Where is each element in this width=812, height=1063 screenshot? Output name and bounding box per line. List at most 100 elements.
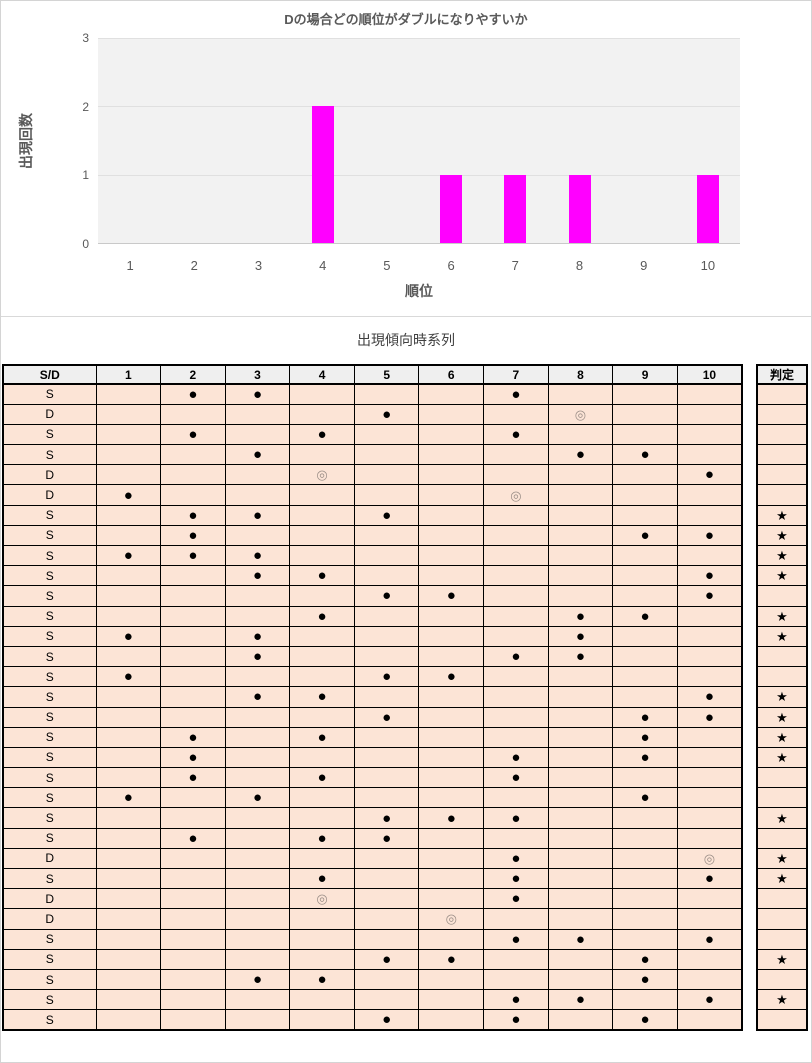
sd-cell[interactable]: S	[2, 423, 97, 446]
empty-cell[interactable]	[353, 605, 420, 627]
judge-empty-cell[interactable]	[756, 484, 808, 506]
empty-cell[interactable]	[547, 908, 614, 930]
dot-mark-cell[interactable]: ●	[418, 585, 485, 607]
empty-cell[interactable]	[160, 948, 226, 970]
sd-cell[interactable]: S	[2, 767, 97, 789]
empty-cell[interactable]	[676, 423, 743, 446]
empty-cell[interactable]	[224, 666, 291, 688]
dot-mark-cell[interactable]: ●	[547, 928, 614, 950]
empty-cell[interactable]	[160, 565, 226, 587]
empty-cell[interactable]	[224, 484, 291, 506]
double-circle-mark-cell[interactable]: ◎	[289, 464, 355, 486]
empty-cell[interactable]	[224, 888, 291, 910]
dot-mark-cell[interactable]: ●	[289, 968, 355, 991]
empty-cell[interactable]	[676, 605, 743, 627]
empty-cell[interactable]	[547, 383, 614, 405]
empty-cell[interactable]	[289, 645, 355, 668]
empty-cell[interactable]	[483, 504, 549, 526]
empty-cell[interactable]	[160, 867, 226, 890]
sd-cell[interactable]: S	[2, 524, 97, 547]
empty-cell[interactable]	[95, 888, 162, 910]
dot-mark-cell[interactable]: ●	[224, 787, 291, 809]
judge-empty-cell[interactable]	[756, 444, 808, 466]
empty-cell[interactable]	[612, 989, 678, 1011]
empty-cell[interactable]	[224, 423, 291, 446]
judge-empty-cell[interactable]	[756, 1009, 808, 1031]
empty-cell[interactable]	[353, 544, 420, 567]
empty-cell[interactable]	[418, 726, 485, 748]
dot-mark-cell[interactable]: ●	[676, 565, 743, 587]
empty-cell[interactable]	[483, 726, 549, 748]
empty-cell[interactable]	[353, 867, 420, 890]
dot-mark-cell[interactable]: ●	[353, 1009, 420, 1031]
empty-cell[interactable]	[612, 666, 678, 688]
empty-cell[interactable]	[547, 867, 614, 890]
empty-cell[interactable]	[547, 544, 614, 567]
empty-cell[interactable]	[612, 645, 678, 668]
empty-cell[interactable]	[95, 645, 162, 668]
empty-cell[interactable]	[418, 767, 485, 789]
judge-empty-cell[interactable]	[756, 888, 808, 910]
empty-cell[interactable]	[418, 403, 485, 425]
dot-mark-cell[interactable]: ●	[483, 645, 549, 668]
dot-mark-cell[interactable]: ●	[676, 585, 743, 607]
dot-mark-cell[interactable]: ●	[160, 767, 226, 789]
dot-mark-cell[interactable]: ●	[353, 948, 420, 970]
sd-cell[interactable]: S	[2, 807, 97, 829]
judge-empty-cell[interactable]	[756, 767, 808, 789]
star-cell[interactable]: ★	[756, 524, 808, 547]
dot-mark-cell[interactable]: ●	[160, 827, 226, 849]
empty-cell[interactable]	[95, 948, 162, 970]
empty-cell[interactable]	[95, 524, 162, 547]
empty-cell[interactable]	[676, 787, 743, 809]
sd-cell[interactable]: S	[2, 1009, 97, 1031]
empty-cell[interactable]	[95, 423, 162, 446]
judge-empty-cell[interactable]	[756, 908, 808, 930]
empty-cell[interactable]	[612, 847, 678, 870]
empty-cell[interactable]	[160, 464, 226, 486]
star-cell[interactable]: ★	[756, 867, 808, 890]
sd-cell[interactable]: S	[2, 867, 97, 890]
dot-mark-cell[interactable]: ●	[612, 605, 678, 627]
star-cell[interactable]: ★	[756, 565, 808, 587]
dot-mark-cell[interactable]: ●	[224, 968, 291, 991]
empty-cell[interactable]	[224, 827, 291, 849]
sd-cell[interactable]: S	[2, 565, 97, 587]
empty-cell[interactable]	[289, 908, 355, 930]
empty-cell[interactable]	[418, 928, 485, 950]
judge-empty-cell[interactable]	[756, 464, 808, 486]
dot-mark-cell[interactable]: ●	[547, 989, 614, 1011]
judge-empty-cell[interactable]	[756, 383, 808, 405]
empty-cell[interactable]	[612, 908, 678, 930]
empty-cell[interactable]	[95, 847, 162, 870]
empty-cell[interactable]	[224, 726, 291, 748]
empty-cell[interactable]	[95, 585, 162, 607]
empty-cell[interactable]	[612, 565, 678, 587]
empty-cell[interactable]	[289, 787, 355, 809]
empty-cell[interactable]	[612, 464, 678, 486]
dot-mark-cell[interactable]: ●	[612, 787, 678, 809]
dot-mark-cell[interactable]: ●	[483, 767, 549, 789]
empty-cell[interactable]	[224, 585, 291, 607]
dot-mark-cell[interactable]: ●	[612, 726, 678, 748]
empty-cell[interactable]	[612, 767, 678, 789]
sd-cell[interactable]: D	[2, 888, 97, 910]
empty-cell[interactable]	[160, 847, 226, 870]
empty-cell[interactable]	[160, 403, 226, 425]
empty-cell[interactable]	[547, 484, 614, 506]
dot-mark-cell[interactable]: ●	[612, 1009, 678, 1031]
empty-cell[interactable]	[612, 544, 678, 567]
empty-cell[interactable]	[547, 565, 614, 587]
empty-cell[interactable]	[676, 968, 743, 991]
empty-cell[interactable]	[547, 504, 614, 526]
dot-mark-cell[interactable]: ●	[483, 888, 549, 910]
dot-mark-cell[interactable]: ●	[160, 423, 226, 446]
empty-cell[interactable]	[353, 625, 420, 647]
empty-cell[interactable]	[547, 847, 614, 870]
empty-cell[interactable]	[418, 464, 485, 486]
empty-cell[interactable]	[95, 928, 162, 950]
empty-cell[interactable]	[95, 867, 162, 890]
star-cell[interactable]: ★	[756, 726, 808, 748]
empty-cell[interactable]	[676, 908, 743, 930]
dot-mark-cell[interactable]: ●	[224, 444, 291, 466]
